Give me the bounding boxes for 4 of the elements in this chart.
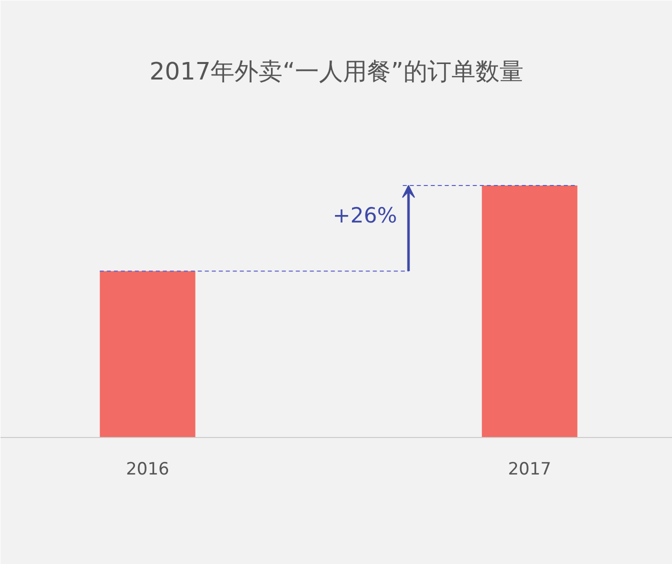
annotation: +26% bbox=[332, 204, 398, 228]
x-tick-label: 2017 bbox=[508, 460, 552, 480]
chart-title: 2017年外卖“一人用餐”的订单数量 bbox=[150, 58, 524, 86]
x-tick-label: 2016 bbox=[126, 460, 170, 480]
